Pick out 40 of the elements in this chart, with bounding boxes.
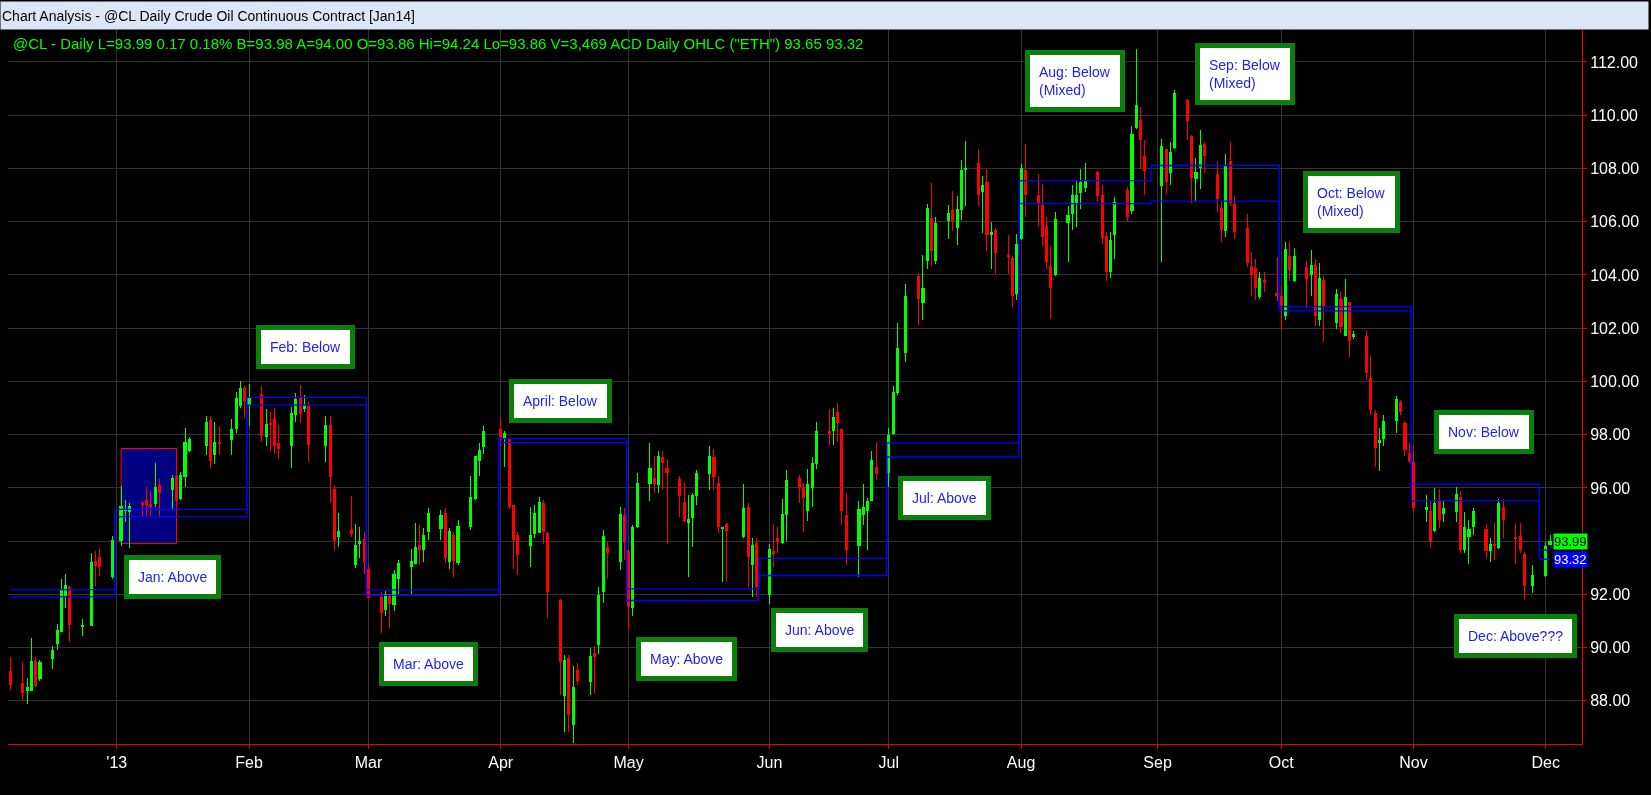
- annotation: Jan: Above: [138, 569, 208, 585]
- y-tick-label: 98.00: [1590, 426, 1631, 444]
- x-tick-label: Dec: [1531, 754, 1560, 772]
- x-tick-label: Feb: [235, 754, 263, 772]
- x-tick-label: Nov: [1399, 754, 1428, 772]
- x-tick-label: Sep: [1143, 754, 1172, 772]
- x-tick-label: Aug: [1006, 754, 1036, 772]
- y-tick-label: 88.00: [1590, 692, 1631, 710]
- x-tick-label: Jun: [756, 754, 783, 772]
- annotation: Nov: Below: [1448, 424, 1520, 440]
- y-tick-label: 104.00: [1590, 266, 1640, 284]
- annotation: Aug: Below (Mixed): [1039, 64, 1111, 99]
- annotation: Sep: Below (Mixed): [1209, 57, 1281, 92]
- y-tick-label: 110.00: [1590, 106, 1639, 124]
- y-tick-label: 90.00: [1590, 639, 1631, 657]
- data-label: 93.32: [1554, 552, 1587, 567]
- x-tick-label: May: [613, 754, 644, 772]
- y-tick-label: 96.00: [1590, 479, 1631, 497]
- y-tick-label: 92.00: [1590, 585, 1631, 603]
- text: 93.99: [1554, 534, 1587, 549]
- annotation: April: Below: [523, 393, 598, 409]
- annotation: Mar: Above: [393, 656, 465, 672]
- x-tick-label: Apr: [488, 754, 514, 772]
- annotation: Oct: Below (Mixed): [1317, 185, 1386, 220]
- y-tick-label: 102.00: [1590, 319, 1640, 337]
- chart-subtitle: @CL - Daily L=93.99 0.17 0.18% B=93.98 A=94.00 O=93.86 Hi=94.24 Lo=93.86 V=3,469 ACD Daily OHLC ("ETH") 93.65 93.32: [13, 35, 864, 52]
- annotation: Jul: Above: [912, 490, 977, 506]
- annotation: Jun: Above: [785, 622, 855, 638]
- chart-title: Chart Analysis - @CL Daily Crude Oil Continuous Contract [Jan14]: [2, 7, 415, 24]
- x-tick-label: Mar: [354, 754, 383, 772]
- annotation: Dec: Above???: [1468, 628, 1564, 644]
- x-tick-label: '13: [106, 754, 128, 772]
- y-tick-label: 112.00: [1590, 53, 1639, 71]
- y-tick-label: 100.00: [1590, 373, 1640, 391]
- x-tick-label: Jul: [878, 754, 900, 772]
- x-tick-label: Oct: [1268, 754, 1295, 772]
- annotation: May: Above: [650, 651, 724, 667]
- y-tick-label: 108.00: [1590, 160, 1640, 178]
- y-tick-label: 106.00: [1590, 213, 1640, 231]
- annotation: Feb: Below: [270, 339, 341, 355]
